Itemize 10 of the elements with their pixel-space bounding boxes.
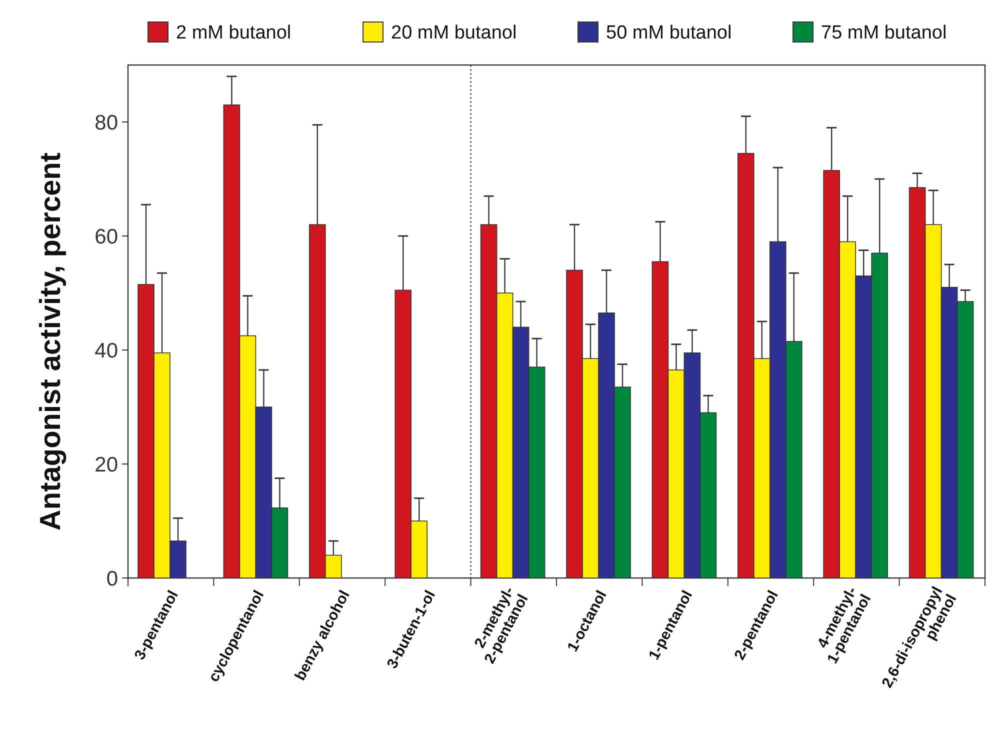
y-tick-label: 40: [94, 339, 118, 362]
y-tick-label: 0: [106, 567, 118, 590]
legend-label: 50 mM butanol: [606, 22, 732, 44]
y-axis-title: Antagonist activity, percent: [35, 152, 67, 531]
y-tick-label: 80: [94, 111, 118, 134]
legend-label: 75 mM butanol: [821, 22, 947, 44]
legend-label: 20 mM butanol: [391, 22, 517, 44]
y-tick-label: 60: [94, 225, 118, 248]
y-tick-label: 20: [94, 453, 118, 476]
legend-label: 2 mM butanol: [176, 22, 292, 44]
